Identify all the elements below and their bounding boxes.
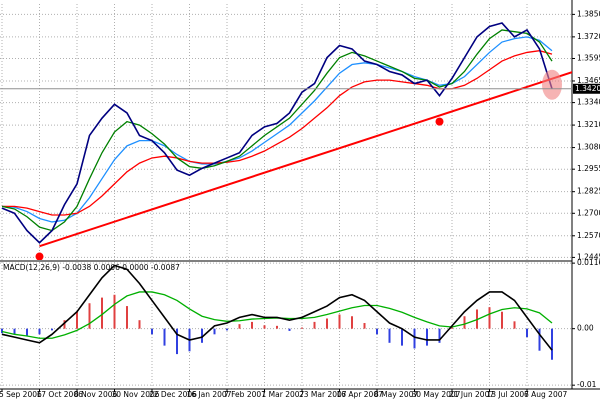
y-tick-label: 1.2445 bbox=[577, 252, 600, 261]
price-tag-label: 1.3420 bbox=[575, 84, 600, 93]
y-tick-label: 0.0116 bbox=[577, 258, 600, 267]
x-tick-label: 1 Mar 2007 bbox=[262, 390, 305, 399]
histogram-bar bbox=[151, 328, 153, 335]
histogram-bar bbox=[451, 327, 453, 329]
histogram-bar bbox=[288, 328, 291, 331]
series-line bbox=[1, 29, 553, 232]
histogram-bar bbox=[26, 328, 28, 336]
y-tick-label: 1.2955 bbox=[577, 164, 600, 173]
histogram-bar bbox=[126, 306, 128, 329]
x-tick-label: 7 Feb 2007 bbox=[224, 390, 266, 399]
y-tick-label: 1.3465 bbox=[577, 76, 600, 85]
histogram-bar bbox=[101, 297, 103, 329]
histogram-bar bbox=[176, 328, 178, 355]
histogram-bar bbox=[38, 328, 41, 335]
histogram-bar bbox=[138, 320, 141, 329]
series-line bbox=[1, 22, 553, 244]
y-tick-label: 1.3080 bbox=[577, 143, 600, 152]
marker-dot bbox=[35, 252, 44, 260]
x-tick-label: 30 May 2007 bbox=[412, 390, 461, 399]
histogram-bar bbox=[488, 307, 491, 329]
y-tick-label: 0.00 bbox=[577, 324, 594, 333]
histogram-bar bbox=[501, 311, 503, 329]
histogram-bar bbox=[363, 323, 366, 329]
series-line bbox=[1, 264, 553, 351]
histogram-bar bbox=[201, 328, 203, 343]
x-tick-label: 22 Dec 2006 bbox=[149, 390, 197, 399]
histogram-bar bbox=[63, 320, 66, 329]
histogram-bar bbox=[313, 321, 316, 329]
histogram-bar bbox=[13, 328, 16, 335]
marker-dot bbox=[435, 117, 444, 126]
histogram-bar bbox=[1, 328, 3, 334]
series-line bbox=[2, 50, 553, 216]
histogram-bar bbox=[263, 325, 266, 329]
histogram-bar bbox=[163, 328, 166, 346]
histogram-bar bbox=[413, 328, 416, 349]
histogram-bar bbox=[551, 328, 553, 360]
histogram-bar bbox=[351, 316, 353, 329]
y-tick-label: 1.3210 bbox=[577, 120, 600, 129]
highlight bbox=[542, 69, 562, 100]
x-tick-label: 8 May 2007 bbox=[374, 390, 418, 399]
y-tick-label: -0.01 bbox=[577, 380, 597, 389]
x-tick-label: 6 Aug 2007 bbox=[524, 390, 567, 399]
histogram-bar bbox=[426, 328, 428, 346]
y-tick-label: 1.3850 bbox=[577, 9, 600, 18]
histogram-bar bbox=[326, 318, 328, 329]
histogram-bar bbox=[76, 311, 78, 329]
histogram-bar bbox=[88, 303, 91, 329]
price-tag bbox=[573, 83, 600, 94]
histogram-bar bbox=[251, 321, 253, 329]
y-tick-label: 1.2825 bbox=[577, 187, 600, 196]
x-tick-label: 8 Nov 2006 bbox=[74, 390, 117, 399]
histogram-bar bbox=[438, 328, 441, 343]
y-tick-label: 1.3595 bbox=[577, 53, 600, 62]
histogram-bar bbox=[113, 294, 116, 329]
y-tick-label: 1.3340 bbox=[577, 98, 600, 107]
histogram-bar bbox=[338, 314, 341, 329]
histogram-bar bbox=[301, 327, 303, 329]
histogram-bar bbox=[51, 328, 53, 331]
histogram-bar bbox=[388, 328, 391, 343]
histogram-bar bbox=[538, 328, 541, 351]
x-tick-label: 13 Jul 2007 bbox=[487, 390, 530, 399]
plot-area bbox=[1, 22, 572, 260]
plot-area bbox=[1, 264, 553, 360]
x-tick-label: 17 Oct 2006 bbox=[37, 390, 84, 399]
histogram-bar bbox=[463, 316, 466, 329]
macd-title: MACD(12,26,9) -0.0038 0.0006 0.0000 -0.0… bbox=[3, 263, 180, 272]
x-tick-label: 21 Jun 2007 bbox=[449, 390, 494, 399]
x-tick-label: 30 Nov 2006 bbox=[112, 390, 160, 399]
histogram-bar bbox=[226, 328, 228, 331]
histogram-bar bbox=[513, 321, 516, 329]
x-tick-label: 23 Mar 2007 bbox=[299, 390, 347, 399]
y-tick-label: 1.2700 bbox=[577, 208, 600, 217]
histogram-bar bbox=[376, 328, 378, 335]
series-line bbox=[1, 36, 553, 223]
histogram-bar bbox=[238, 324, 241, 329]
y-tick-label: 1.2570 bbox=[577, 231, 600, 240]
histogram-bar bbox=[401, 328, 403, 346]
trendline bbox=[39, 71, 572, 248]
x-tick-label: 16 Apr 2007 bbox=[337, 390, 384, 399]
x-tick-label: 16 Jan 2007 bbox=[187, 390, 232, 399]
histogram-bar bbox=[213, 328, 216, 335]
x-tick-label: 5 Sep 2006 bbox=[0, 390, 42, 399]
histogram-bar bbox=[276, 325, 278, 329]
y-tick-label: 1.3720 bbox=[577, 32, 600, 41]
histogram-bar bbox=[526, 328, 528, 338]
